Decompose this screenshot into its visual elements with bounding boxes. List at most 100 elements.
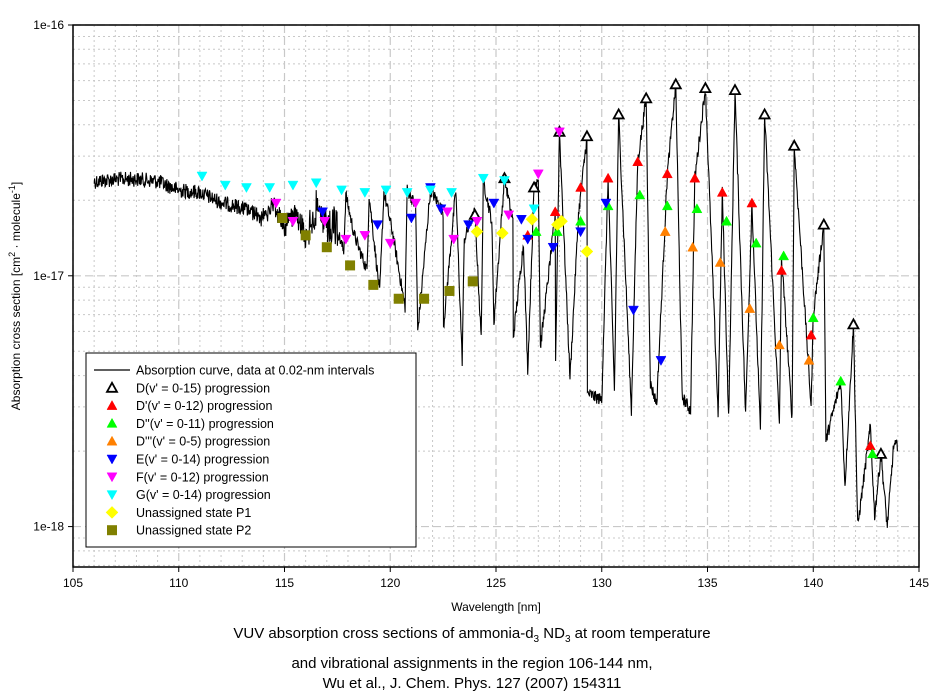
legend-label: D''(v' = 0-11) progression bbox=[136, 417, 274, 431]
caption-line-1-post: at room temperature bbox=[570, 625, 711, 642]
data-point-marker bbox=[691, 203, 703, 214]
data-point-marker bbox=[746, 197, 758, 208]
data-point-marker bbox=[419, 293, 430, 304]
y-tick-label: 1e-17 bbox=[33, 269, 64, 283]
data-point-marker bbox=[874, 446, 888, 459]
legend-box bbox=[85, 352, 417, 548]
x-tick-label: 140 bbox=[803, 576, 823, 590]
data-point-marker bbox=[776, 264, 787, 275]
data-point-marker bbox=[515, 215, 527, 225]
series-d bbox=[659, 226, 815, 365]
data-point-marker bbox=[380, 185, 392, 196]
data-point-marker bbox=[655, 356, 667, 366]
legend-marker bbox=[106, 454, 118, 465]
legend-label: Absorption curve, data at 0.02-nm interv… bbox=[136, 364, 374, 378]
legend: Absorption curve, data at 0.02-nm interv… bbox=[85, 352, 417, 548]
data-point-marker bbox=[372, 220, 383, 231]
data-point-marker bbox=[758, 107, 772, 120]
y-axis-title-post: ] bbox=[9, 182, 23, 185]
data-point-marker bbox=[471, 216, 483, 227]
data-point-marker bbox=[602, 172, 614, 183]
data-point-marker bbox=[687, 241, 699, 252]
data-point-marker bbox=[716, 186, 728, 197]
data-point-marker bbox=[359, 231, 371, 241]
data-point-marker bbox=[580, 245, 594, 258]
data-point-marker bbox=[612, 107, 626, 120]
data-point-marker bbox=[477, 173, 489, 184]
data-point-marker bbox=[817, 217, 831, 230]
caption-line-2: and vibrational assignments in the regio… bbox=[291, 655, 653, 672]
x-tick-label: 145 bbox=[909, 576, 929, 590]
data-point-marker bbox=[659, 226, 671, 236]
series-d bbox=[468, 77, 888, 459]
data-point-marker bbox=[196, 171, 208, 182]
data-point-marker bbox=[336, 185, 348, 196]
y-tick-label: 1e-18 bbox=[33, 520, 64, 534]
data-point-marker bbox=[803, 354, 815, 365]
data-point-marker bbox=[467, 276, 478, 287]
data-point-marker bbox=[287, 180, 299, 191]
legend-marker bbox=[107, 525, 117, 536]
data-point-marker bbox=[547, 242, 559, 253]
y-axis-title-sup2: -1 bbox=[7, 185, 17, 193]
data-point-marker bbox=[728, 83, 742, 96]
data-point-marker bbox=[441, 207, 453, 218]
y-axis-title-pre: Absorption cross section [cm bbox=[9, 257, 23, 410]
series-unassigned-state-p2 bbox=[277, 212, 478, 304]
data-point-marker bbox=[807, 312, 819, 323]
caption-line-1-pre: VUV absorption cross sections of ammonia… bbox=[233, 625, 534, 642]
absorption-curve-line bbox=[93, 81, 898, 528]
legend-marker bbox=[105, 380, 119, 393]
data-point-marker bbox=[530, 226, 542, 236]
legend-marker bbox=[106, 490, 118, 501]
data-point-marker bbox=[669, 77, 683, 90]
legend-label: D(v' = 0-15) progression bbox=[136, 381, 270, 395]
series-g bbox=[196, 171, 540, 215]
data-point-marker bbox=[444, 285, 455, 296]
data-point-marker bbox=[317, 207, 328, 218]
series-e bbox=[317, 183, 667, 366]
caption-line-1: VUV absorption cross sections of ammonia… bbox=[0, 624, 944, 650]
data-point-marker bbox=[448, 234, 460, 245]
data-point-marker bbox=[661, 200, 673, 211]
data-point-marker bbox=[575, 181, 587, 192]
data-point-marker bbox=[499, 176, 510, 186]
data-point-marker bbox=[522, 234, 534, 245]
data-point-marker bbox=[405, 213, 417, 224]
x-tick-label: 105 bbox=[63, 576, 83, 590]
series-f bbox=[270, 127, 565, 249]
marker-layer bbox=[196, 77, 888, 459]
data-point-marker bbox=[551, 226, 563, 236]
data-point-marker bbox=[528, 204, 540, 215]
legend-marker bbox=[106, 435, 118, 446]
y-axis: 1e-18 1e-17 1e-16 bbox=[33, 18, 73, 534]
data-point-marker bbox=[778, 250, 790, 261]
data-point-marker bbox=[721, 215, 732, 226]
x-axis: 105 110 115 120 125 130 135 140 145 bbox=[63, 567, 929, 590]
data-point-marker bbox=[805, 329, 817, 340]
data-point-marker bbox=[300, 230, 311, 241]
legend-marker bbox=[106, 472, 118, 483]
caption-line-1-sub2: 3 bbox=[564, 634, 571, 645]
caption-line-1-sub1: 3 bbox=[533, 634, 540, 645]
data-point-marker bbox=[714, 256, 726, 267]
data-point-marker bbox=[867, 448, 878, 459]
legend-marker bbox=[105, 506, 119, 519]
x-tick-label: 135 bbox=[697, 576, 717, 590]
data-point-marker bbox=[368, 279, 379, 290]
legend-marker bbox=[106, 400, 118, 410]
legend-label: Unassigned state P1 bbox=[136, 506, 251, 520]
data-point-marker bbox=[270, 198, 282, 209]
data-point-marker bbox=[787, 138, 801, 151]
legend-label: D'(v' = 0-12) progression bbox=[136, 399, 272, 413]
data-point-marker bbox=[470, 225, 484, 238]
legend-label: D'''(v' = 0-5) progression bbox=[136, 435, 270, 449]
series-d bbox=[530, 189, 878, 459]
x-tick-label: 110 bbox=[169, 576, 188, 590]
data-point-marker bbox=[495, 226, 509, 240]
data-point-marker bbox=[310, 178, 322, 189]
legend-label: E(v' = 0-14) progression bbox=[136, 453, 269, 467]
x-tick-label: 125 bbox=[486, 576, 506, 590]
data-point-marker bbox=[277, 212, 288, 223]
